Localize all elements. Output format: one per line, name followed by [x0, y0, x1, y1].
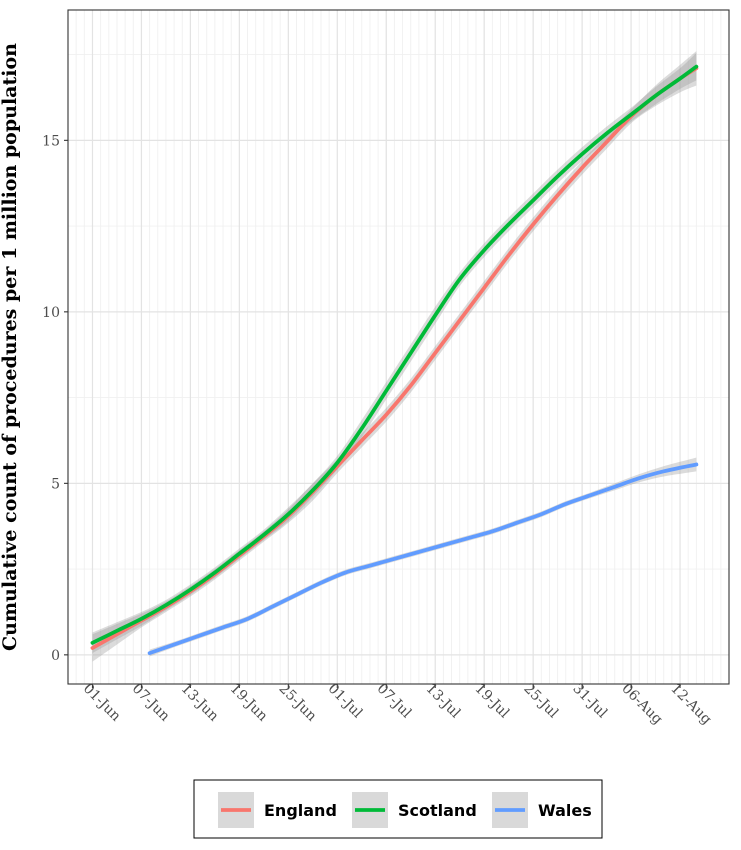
x-tick-label: 07-Jun	[129, 681, 173, 725]
x-tick-label: 07-Jul	[374, 681, 415, 722]
x-tick-label: 19-Jun	[227, 681, 271, 725]
legend-label-england: England	[264, 801, 337, 820]
legend: England Scotland Wales	[193, 779, 603, 839]
legend-key-wales	[492, 792, 528, 828]
series-lines	[90, 64, 699, 656]
x-tick-label: 01-Jun	[80, 681, 124, 725]
x-tick-label: 31-Jul	[569, 681, 610, 722]
legend-label-wales: Wales	[538, 801, 592, 820]
confidence-band-england	[92, 51, 697, 662]
major-gridlines	[68, 10, 729, 684]
x-tick-label: 13-Jun	[178, 681, 222, 725]
x-tick-label: 25-Jun	[276, 681, 320, 725]
y-tick-label: 15	[42, 133, 60, 149]
legend-box	[193, 779, 603, 839]
y-tick-label: 10	[42, 305, 60, 321]
series-line-scotland	[90, 64, 699, 645]
x-axis: 01-Jun 07-Jun 13-Jun 19-Jun 25-Jun 01-Jul 07-J…	[80, 681, 715, 728]
plot-border	[67, 9, 730, 685]
y-tick-label: 0	[51, 648, 60, 664]
y-axis: 0 5 10 15	[42, 133, 68, 664]
y-tick-label: 5	[51, 476, 60, 492]
legend-label-scotland: Scotland	[398, 801, 477, 820]
x-tick-label: 13-Jul	[422, 681, 463, 722]
x-tick-label: 19-Jul	[471, 681, 512, 722]
legend-key-scotland	[352, 792, 388, 828]
x-tick-label: 25-Jul	[520, 681, 561, 722]
legend-key-england	[218, 792, 254, 828]
x-tick-label: 06-Aug	[618, 681, 665, 728]
series-line-wales	[147, 462, 699, 656]
y-axis-title: Cumulative count of procedures per 1 mil…	[0, 43, 21, 651]
x-tick-label: 01-Jul	[325, 681, 366, 722]
x-tick-label: 12-Aug	[667, 681, 714, 728]
